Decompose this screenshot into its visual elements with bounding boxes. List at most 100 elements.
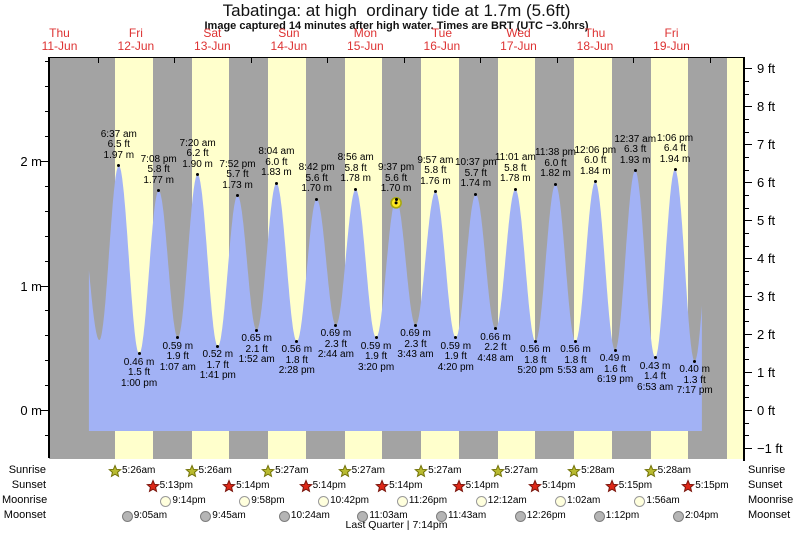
- annotation-line: 1.94 m: [659, 153, 691, 165]
- annotation-line: 1.70 m: [380, 183, 412, 195]
- astro-time: 5:28am: [581, 465, 615, 476]
- page-subtitle: Image captured 14 minutes after high wat…: [204, 20, 589, 32]
- plot-area: 6:37 am 6.5 ft 1.97 m 0.46 m 1.5 ft 1:00 pm 7:…: [49, 57, 744, 459]
- astro-time: 5:15pm: [618, 480, 653, 491]
- annotation-line: 1.84 m: [580, 165, 611, 177]
- annotation-line: 1.78 m: [500, 173, 531, 185]
- moonrise-circle-icon: [475, 496, 487, 507]
- tide-extreme-dot: [334, 323, 338, 327]
- astro-row-label-right: Moonrise: [748, 494, 793, 506]
- astro-time: 11:03am: [369, 510, 408, 521]
- m-axis-tick: [44, 61, 49, 63]
- tide-extreme-dot: [196, 173, 200, 176]
- tide-annotation-low: 0.49 m 1.6 ft 6:19 pm: [597, 353, 633, 386]
- astro-time: 11:43am: [448, 510, 487, 521]
- day-date: 19-Jun: [653, 39, 690, 53]
- annotation-line: 5:20 pm: [517, 365, 554, 377]
- tide-annotation-high: 12:06 pm 6.0 ft 1.84 m: [574, 145, 616, 178]
- tide-annotation-low: 0.59 m 1.9 ft 4:20 pm: [438, 340, 474, 374]
- y-axis-label-ft: 2 ft: [757, 327, 776, 343]
- tide-annotation-low: 0.56 m 1.8 ft 5:53 am: [557, 345, 593, 377]
- m-axis-tick: [41, 410, 49, 411]
- y-axis-label-ft: 9 ft: [757, 61, 776, 77]
- annotation-line: 12:37 am: [614, 133, 657, 145]
- ft-axis-tick: [744, 283, 749, 285]
- tide-extreme-dot: [157, 189, 161, 193]
- ft-axis-tick: [744, 308, 749, 310]
- midnight-tick: [327, 58, 329, 63]
- astro-time: 1:56am: [646, 495, 680, 506]
- moonset-circle-icon: [593, 511, 605, 522]
- astro-row-label-right: Sunset: [748, 479, 783, 491]
- annotation-line: 1.97 m: [103, 149, 135, 161]
- day-weekday: Tue: [431, 26, 453, 40]
- tide-extreme-dot: [176, 336, 180, 339]
- tide-extreme-dot: [216, 344, 220, 348]
- annotation-line: 8:56 am: [337, 152, 374, 164]
- astro-time: 11:26pm: [408, 495, 448, 506]
- annotation-line: 6.0 ft: [584, 155, 607, 167]
- annotation-line: 9:37 pm: [378, 162, 415, 174]
- annotation-line: 1.76 m: [420, 175, 451, 187]
- day-weekday: Fri: [128, 26, 143, 40]
- ft-axis-tick: [744, 447, 752, 449]
- midnight-tick: [480, 58, 482, 63]
- m-axis-tick: [44, 111, 49, 113]
- moonset-circle-icon: [278, 511, 290, 522]
- ft-axis-tick: [744, 232, 749, 234]
- y-axis-label-m: 2 m: [20, 154, 42, 169]
- midnight-tick: [403, 58, 405, 63]
- annotation-line: 1.70 m: [301, 183, 332, 195]
- moonset-circle-icon: [514, 511, 526, 522]
- annotation-line: 10:37 pm: [454, 157, 497, 169]
- m-axis-tick: [44, 360, 49, 362]
- astro-time: 12:26pm: [526, 510, 566, 521]
- ft-axis-tick: [744, 321, 749, 323]
- astro-time: 5:26am: [198, 465, 232, 476]
- m-axis-tick: [41, 161, 49, 162]
- astro-time: 10:42pm: [330, 495, 370, 506]
- annotation-line: 0.59 m: [440, 340, 472, 352]
- annotation-line: 9:57 am: [417, 154, 454, 166]
- tide-annotation-high: 12:37 am 6.3 ft 1.93 m: [614, 133, 657, 167]
- moonrise-circle-icon: [239, 496, 251, 507]
- moonset-circle-icon: [357, 511, 369, 522]
- tide-extreme-dot: [533, 339, 537, 343]
- annotation-line: 8:04 am: [258, 146, 295, 158]
- annotation-line: 6:53 am: [637, 381, 674, 393]
- day-label: Wed 17-Jun: [500, 27, 537, 53]
- tide-annotation-low: 0.65 m 2.1 ft 1:52 am: [239, 334, 275, 366]
- tide-annotation-high: 1:06 pm 6.4 ft 1.94 m: [657, 133, 693, 166]
- day-weekday: Thu: [584, 26, 606, 40]
- annotation-line: 1.77 m: [143, 174, 174, 186]
- annotation-line: 1:52 am: [238, 354, 275, 366]
- astro-row-label-right: Moonset: [748, 509, 791, 521]
- annotation-line: 1.8 ft: [524, 354, 547, 366]
- m-axis-tick: [44, 136, 49, 138]
- tide-annotation-low: 0.59 m 1.9 ft 1:07 am: [159, 341, 196, 374]
- annotation-line: 8:42 pm: [298, 162, 335, 174]
- sunrise-star-icon: [184, 464, 199, 478]
- midnight-tick: [709, 58, 711, 63]
- ft-axis-tick: [744, 410, 752, 411]
- sunset-star-icon: [145, 479, 160, 493]
- annotation-line: 1:07 am: [159, 361, 196, 373]
- day-label: Thu 11-Jun: [42, 27, 78, 53]
- astro-time: 9:05am: [133, 510, 168, 521]
- ft-axis-tick: [744, 296, 752, 298]
- annotation-line: 1.78 m: [340, 173, 371, 185]
- astro-time: 1:02am: [567, 495, 601, 506]
- ft-axis-tick: [744, 435, 749, 437]
- astro-row-label-left: Moonset: [3, 509, 46, 521]
- ft-axis-tick: [744, 106, 752, 108]
- sunrise-star-icon: [261, 464, 276, 478]
- astro-row-label-left: Sunset: [11, 479, 46, 491]
- astro-time: 5:13pm: [159, 480, 193, 491]
- tide-annotation-high: 7:52 pm 5.7 ft 1.73 m: [219, 159, 255, 192]
- annotation-line: 5.8 ft: [504, 162, 527, 174]
- day-weekday: Thu: [49, 26, 70, 40]
- annotation-line: 6.2 ft: [186, 148, 209, 159]
- annotation-line: 5.6 ft: [384, 172, 408, 184]
- annotation-line: 11:01 am: [494, 152, 536, 164]
- midnight-tick: [250, 58, 252, 63]
